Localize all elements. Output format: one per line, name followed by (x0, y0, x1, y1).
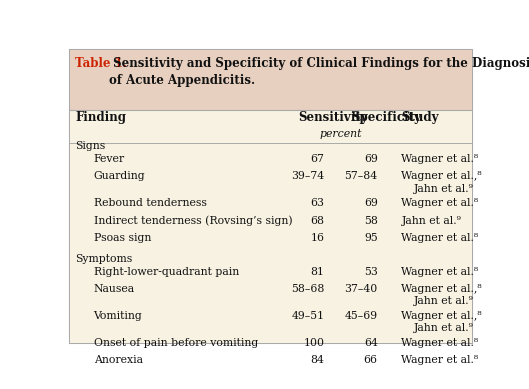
Text: Wagner et al.⁸: Wagner et al.⁸ (402, 198, 479, 209)
Text: Sensitivity: Sensitivity (298, 111, 367, 124)
Text: 57–84: 57–84 (344, 172, 378, 181)
Text: Study: Study (402, 111, 439, 124)
Text: Jahn et al.⁹: Jahn et al.⁹ (414, 323, 473, 333)
Text: 64: 64 (364, 338, 378, 348)
Text: 58–68: 58–68 (291, 284, 324, 294)
Text: percent: percent (320, 129, 362, 139)
Text: 37–40: 37–40 (344, 284, 378, 294)
Text: Psoas sign: Psoas sign (94, 233, 151, 243)
Text: Symptoms: Symptoms (75, 254, 132, 263)
Text: 81: 81 (311, 266, 324, 277)
Text: 49–51: 49–51 (291, 311, 324, 321)
Text: 45–69: 45–69 (344, 311, 378, 321)
Text: 100: 100 (304, 338, 324, 348)
Text: Specificity: Specificity (351, 111, 421, 124)
Bar (70, 110, 472, 343)
Text: Finding: Finding (75, 111, 126, 124)
Text: Fever: Fever (94, 154, 125, 164)
Text: 53: 53 (364, 266, 378, 277)
Text: Table 1.: Table 1. (75, 57, 127, 70)
Text: 66: 66 (364, 355, 378, 365)
Text: 58: 58 (364, 216, 378, 226)
Bar (70, 50, 472, 110)
Text: 16: 16 (311, 233, 324, 243)
Text: 39–74: 39–74 (291, 172, 324, 181)
Text: Onset of pain before vomiting: Onset of pain before vomiting (94, 338, 258, 348)
Text: Right-lower-quadrant pain: Right-lower-quadrant pain (94, 266, 239, 277)
Text: Wagner et al.⁸: Wagner et al.⁸ (402, 355, 479, 365)
Text: 84: 84 (311, 355, 324, 365)
Text: Jahn et al.⁹: Jahn et al.⁹ (414, 184, 473, 194)
Text: Guarding: Guarding (94, 172, 145, 181)
Text: Wagner et al.⁸: Wagner et al.⁸ (402, 338, 479, 348)
Text: Rebound tenderness: Rebound tenderness (94, 198, 206, 209)
Text: Vomiting: Vomiting (94, 311, 142, 321)
Text: Wagner et al.,⁸: Wagner et al.,⁸ (402, 172, 482, 181)
Text: Jahn et al.⁹: Jahn et al.⁹ (402, 216, 461, 226)
Text: Sensitivity and Specificity of Clinical Findings for the Diagnosis
of Acute Appe: Sensitivity and Specificity of Clinical … (109, 57, 529, 87)
Text: Wagner et al.⁸: Wagner et al.⁸ (402, 154, 479, 164)
Text: Wagner et al.,⁸: Wagner et al.,⁸ (402, 311, 482, 321)
Text: 68: 68 (311, 216, 324, 226)
Text: 69: 69 (364, 154, 378, 164)
Text: 63: 63 (311, 198, 324, 209)
Text: 95: 95 (364, 233, 378, 243)
Text: Wagner et al.⁸: Wagner et al.⁸ (402, 233, 479, 243)
Text: Anorexia: Anorexia (94, 355, 143, 365)
Text: Indirect tenderness (Rovsing’s sign): Indirect tenderness (Rovsing’s sign) (94, 216, 292, 226)
Text: Wagner et al.⁸: Wagner et al.⁸ (402, 266, 479, 277)
Text: 67: 67 (311, 154, 324, 164)
Text: Wagner et al.,⁸: Wagner et al.,⁸ (402, 284, 482, 294)
Text: 69: 69 (364, 198, 378, 209)
Text: Signs: Signs (75, 141, 105, 151)
Text: Jahn et al.⁹: Jahn et al.⁹ (414, 296, 473, 306)
Text: Nausea: Nausea (94, 284, 135, 294)
